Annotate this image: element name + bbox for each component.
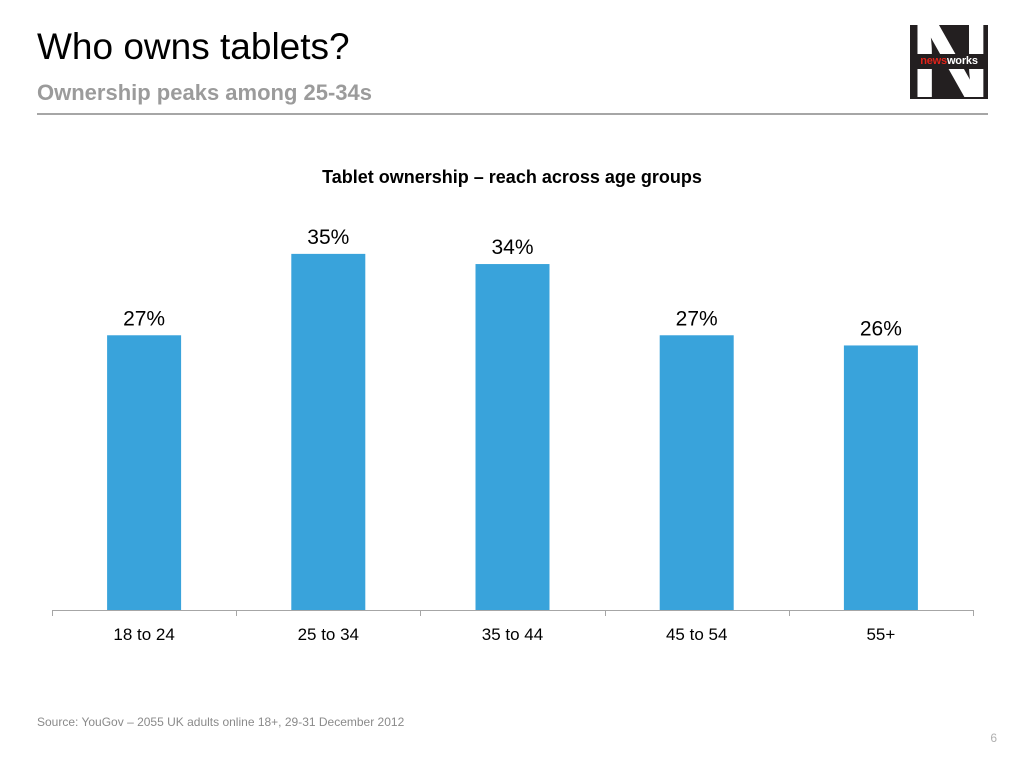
x-axis: [52, 610, 974, 616]
data-label-3: 34%: [491, 236, 533, 259]
bar-3: [475, 264, 550, 610]
x-tick-label-2: 25 to 34: [298, 625, 359, 644]
bars-group: [107, 253, 918, 610]
data-label-2: 35%: [307, 226, 349, 249]
header-divider: [37, 113, 988, 115]
x-tick-label-5: 55+: [866, 625, 895, 644]
bar-5: [843, 345, 918, 610]
logo-news-text: news: [920, 55, 947, 67]
bar-2: [291, 253, 366, 610]
bar-1: [107, 335, 182, 610]
x-tick-label-1: 18 to 24: [113, 625, 174, 644]
logo-band: [910, 54, 988, 69]
logo-works-text: works: [946, 55, 978, 67]
data-label-1: 27%: [123, 307, 165, 330]
chart-title: Tablet ownership – reach across age grou…: [322, 167, 702, 187]
slide-subtitle: Ownership peaks among 25-34s: [37, 80, 373, 105]
page-number: 6: [990, 731, 997, 745]
source-note: Source: YouGov – 2055 UK adults online 1…: [37, 715, 405, 729]
x-tick-label-3: 35 to 44: [482, 625, 543, 644]
data-label-5: 26%: [860, 317, 902, 340]
labels-group: 27% 18 to 24 35% 25 to 34 34% 35 to 44 27% 45 t…: [113, 226, 902, 644]
data-label-4: 27%: [676, 307, 718, 330]
slide-title: Who owns tablets?: [37, 26, 350, 67]
logo-wordmark: newsworks: [910, 55, 988, 68]
x-tick-label-4: 45 to 54: [666, 625, 727, 644]
newsworks-logo: N newsworks: [910, 25, 988, 99]
bar-4: [659, 335, 734, 610]
